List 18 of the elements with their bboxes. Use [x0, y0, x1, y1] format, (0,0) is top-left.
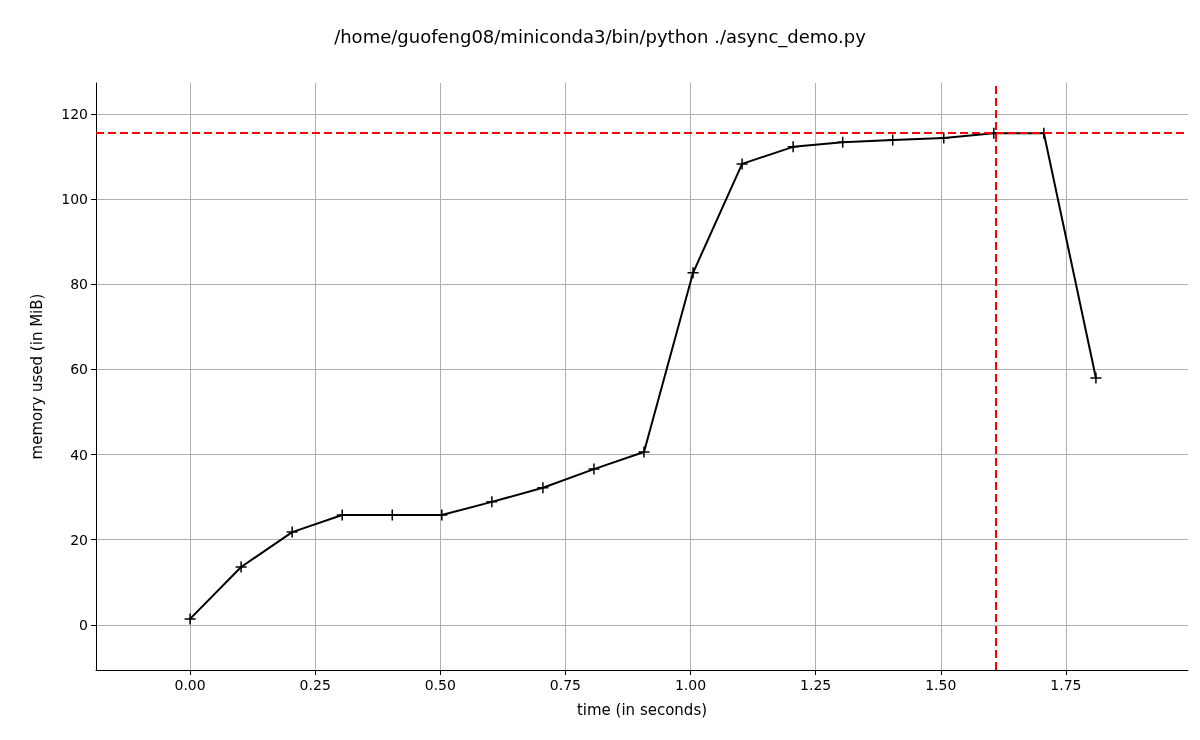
y-tick-label: 60 — [70, 361, 88, 378]
y-axis-title: memory used (in MiB) — [27, 293, 46, 460]
y-tick-label: 120 — [61, 106, 88, 123]
x-tick-label: 0.50 — [424, 677, 456, 693]
x-tick-label: 0.75 — [549, 677, 582, 693]
y-tick-label: 80 — [70, 276, 88, 293]
x-tick-label: 0.25 — [299, 677, 331, 693]
x-tick-label: 1.75 — [1050, 677, 1082, 693]
y-tick-label: 0 — [79, 616, 88, 633]
x-tick-label: 1.00 — [674, 677, 707, 693]
x-axis-title: time (in seconds) — [576, 700, 708, 719]
y-tick-label: 20 — [70, 531, 88, 548]
y-tick-label: 40 — [70, 446, 88, 463]
x-tick-label: 0.00 — [174, 677, 206, 693]
x-tick-label: 1.50 — [925, 677, 957, 693]
x-tick-label: 1.25 — [800, 677, 832, 693]
y-tick-label: 100 — [61, 191, 88, 208]
chart-title: /home/guofeng08/miniconda3/bin/python ./async_demo.py — [334, 25, 867, 48]
